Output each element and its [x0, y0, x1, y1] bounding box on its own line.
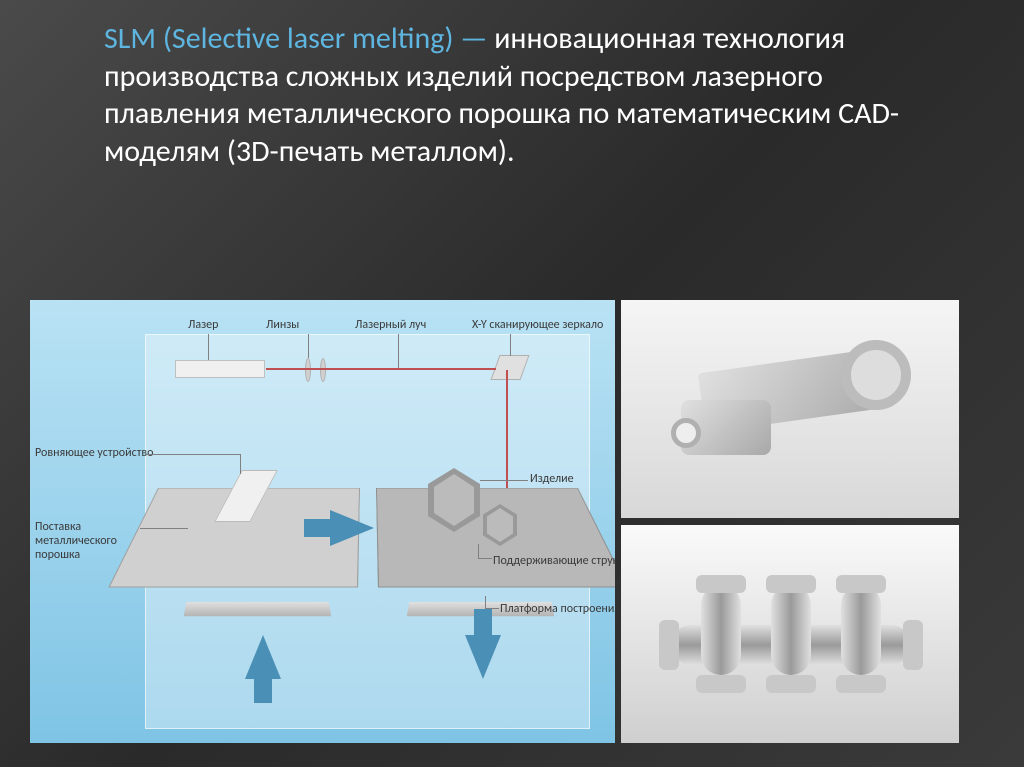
slm-process-diagram: Лазер Линзы Лазерный луч X-Y сканирующее… — [30, 300, 615, 743]
pipe-cap — [766, 575, 816, 593]
leader-line — [510, 334, 511, 356]
label-recoater: Ровняющее устройство — [35, 446, 153, 460]
lens-icon — [320, 358, 326, 382]
metal-part-shape — [841, 340, 911, 410]
label-build-platform: Платформа построения — [500, 602, 615, 616]
leader-line — [145, 454, 240, 455]
leader-line — [398, 334, 399, 368]
supply-platform — [184, 602, 331, 616]
label-laser: Лазер — [188, 318, 218, 332]
arrow-up-icon — [245, 635, 281, 679]
laser-source — [175, 360, 265, 378]
label-powder-supply: Поставка металлического порошка — [35, 520, 140, 562]
pipe-cap — [659, 620, 679, 670]
pipe-cap — [836, 675, 886, 693]
pipe-cap — [903, 620, 923, 670]
laser-beam-horizontal — [266, 368, 496, 370]
leader-line — [478, 558, 492, 559]
pipe-cap — [766, 675, 816, 693]
pipe-cap — [696, 575, 746, 593]
metal-part-shape — [671, 418, 701, 448]
metal-part-photo-top — [621, 300, 959, 518]
leader-line — [485, 608, 499, 609]
label-product: Изделие — [530, 472, 574, 486]
images-row: Лазер Линзы Лазерный луч X-Y сканирующее… — [30, 300, 959, 743]
slide-text: SLM (Selective laser melting) — инноваци… — [60, 20, 964, 170]
presentation-slide: SLM (Selective laser melting) — инноваци… — [0, 0, 1024, 767]
arrow-down-icon — [465, 635, 501, 679]
metal-part-photo-bottom — [621, 525, 959, 743]
leader-line — [208, 334, 209, 360]
label-supports: Поддерживающие структуры — [493, 554, 615, 568]
leader-line — [240, 454, 241, 474]
laser-beam-vertical — [506, 370, 508, 490]
leader-line — [478, 544, 479, 558]
leader-line — [480, 480, 528, 481]
pipe-shape — [701, 585, 741, 675]
leader-line — [308, 334, 309, 358]
leader-line — [485, 596, 486, 608]
leader-line — [140, 528, 188, 529]
lens-icon — [305, 358, 311, 382]
label-laser-beam: Лазерный луч — [355, 318, 426, 332]
photo-column — [621, 300, 959, 743]
pipe-shape — [841, 585, 881, 675]
label-scan-mirror: X-Y сканирующее зеркало — [472, 318, 603, 332]
pipe-cap — [836, 575, 886, 593]
pipe-cap — [696, 675, 746, 693]
pipe-shape — [771, 585, 811, 675]
slide-title-span: SLM (Selective laser melting) — — [104, 20, 487, 57]
label-lenses: Линзы — [266, 318, 299, 332]
arrow-right-icon — [330, 510, 374, 546]
